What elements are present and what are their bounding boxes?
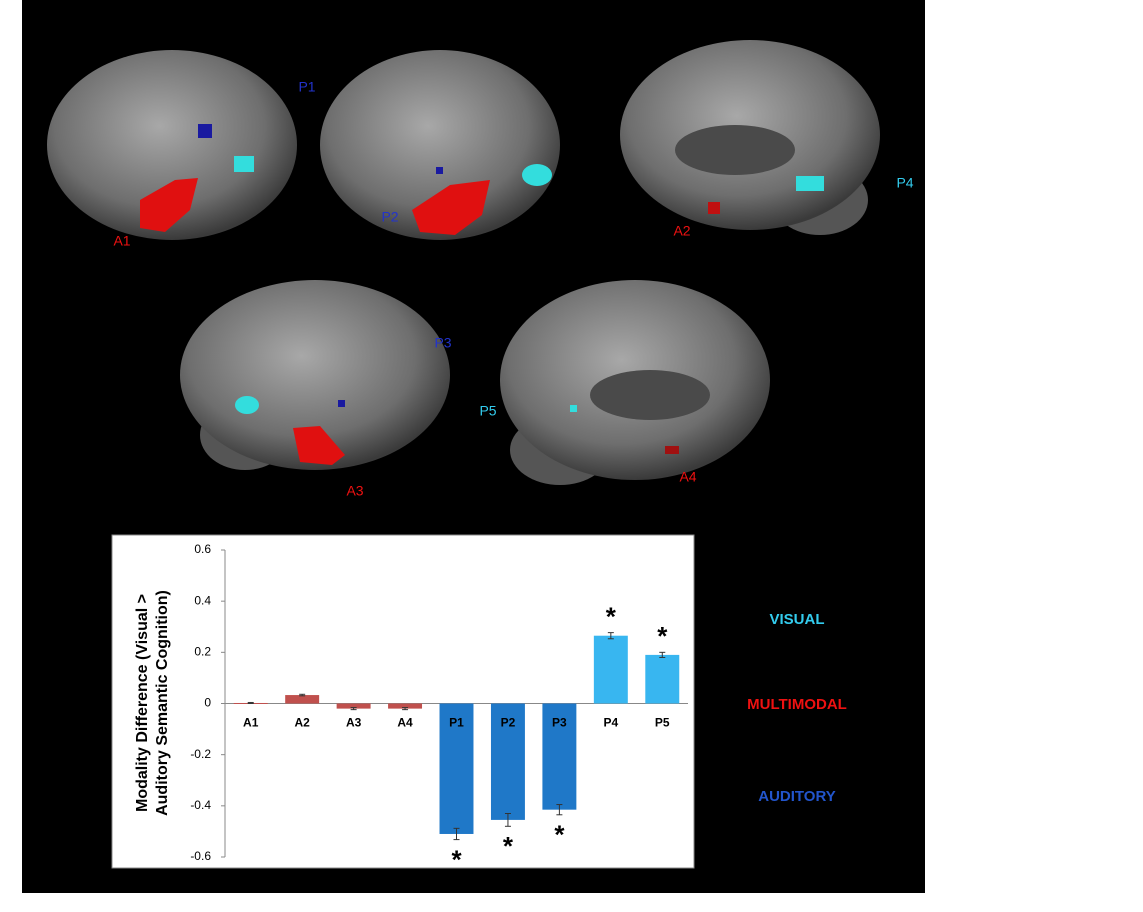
bar — [439, 703, 474, 834]
significance-marker: * — [657, 621, 668, 651]
bar — [336, 703, 371, 709]
x-tick-label: A4 — [397, 716, 413, 730]
error-bar — [504, 813, 511, 827]
modality-label: VISUAL — [769, 611, 824, 628]
region-label: P3 — [434, 335, 451, 351]
region-label: A4 — [679, 469, 696, 485]
error-bar — [659, 651, 666, 658]
y-tick-label: -0.2 — [190, 747, 211, 761]
x-tick-label: A1 — [243, 716, 259, 730]
bar — [542, 703, 577, 810]
x-tick-label: P5 — [655, 716, 670, 730]
y-tick-label: -0.4 — [190, 798, 211, 812]
y-tick-label: 0.2 — [194, 645, 211, 659]
error-bar — [299, 693, 306, 697]
error-bar — [402, 707, 409, 711]
brain-medial-1 — [620, 40, 880, 235]
region-label: A1 — [113, 233, 130, 249]
bar — [593, 635, 628, 704]
brain-lateral-left — [47, 50, 297, 240]
error-bar — [607, 632, 614, 640]
y-tick-label: -0.6 — [190, 849, 211, 863]
x-tick-label: A3 — [346, 716, 362, 730]
bar-chart: 0.6 0.4 0.2 0 -0.2 -0.4 -0.6 Modality Differenc… — [134, 542, 688, 874]
x-tick-label: P4 — [603, 716, 618, 730]
modality-label: AUDITORY — [758, 788, 836, 805]
bar — [645, 654, 680, 704]
error-bar — [350, 707, 357, 711]
error-bar — [453, 827, 460, 841]
significance-marker: * — [606, 602, 617, 632]
significance-marker: * — [451, 844, 462, 874]
y-axis-title: Modality Difference (Visual > — [134, 594, 151, 812]
region-label: P1 — [298, 79, 315, 95]
x-tick-label: P1 — [449, 716, 464, 730]
x-tick-label: P2 — [501, 716, 516, 730]
y-axis-title: Auditory Semantic Cognition) — [154, 590, 171, 816]
brain-medial-2 — [500, 280, 770, 485]
x-tick-label: P3 — [552, 716, 567, 730]
y-tick-label: 0.6 — [194, 542, 211, 556]
significance-marker: * — [554, 820, 565, 850]
region-label: A2 — [673, 223, 690, 239]
x-tick-label: A2 — [294, 716, 310, 730]
region-label: P5 — [479, 403, 496, 419]
bar — [285, 695, 320, 704]
error-bar — [247, 701, 254, 704]
error-bar — [556, 804, 563, 816]
significance-marker: * — [503, 831, 514, 861]
region-label: A3 — [346, 483, 363, 499]
modality-label: MULTIMODAL — [747, 696, 847, 713]
y-tick-label: 0.4 — [194, 593, 211, 607]
bar — [388, 703, 423, 709]
region-label: P2 — [381, 209, 398, 225]
brain-lateral-left-2 — [320, 50, 560, 240]
region-label: P4 — [896, 175, 913, 191]
y-tick-label: 0 — [204, 696, 211, 710]
bar — [490, 703, 525, 820]
brain-lateral-right — [180, 280, 450, 470]
